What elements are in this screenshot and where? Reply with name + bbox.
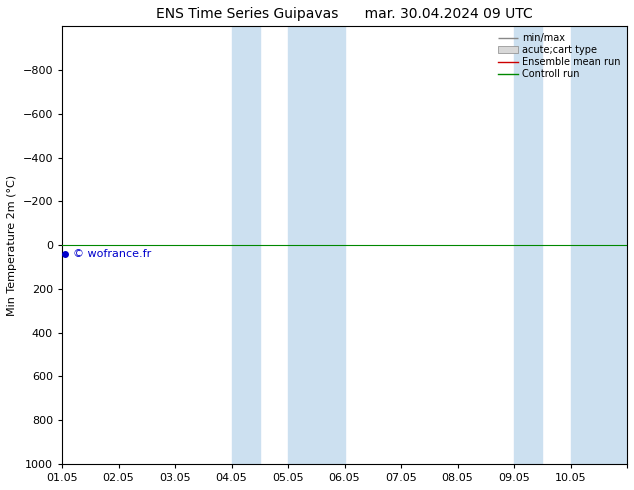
- Y-axis label: Min Temperature 2m (°C): Min Temperature 2m (°C): [7, 174, 17, 316]
- Bar: [288, 26, 344, 464]
- Legend: min/max, acute;cart type, Ensemble mean run, Controll run: min/max, acute;cart type, Ensemble mean …: [496, 31, 622, 81]
- Text: © wofrance.fr: © wofrance.fr: [74, 249, 152, 259]
- Title: ENS Time Series Guipavas      mar. 30.04.2024 09 UTC: ENS Time Series Guipavas mar. 30.04.2024…: [156, 7, 533, 21]
- Bar: [514, 26, 542, 464]
- Bar: [231, 26, 260, 464]
- Bar: [571, 26, 627, 464]
